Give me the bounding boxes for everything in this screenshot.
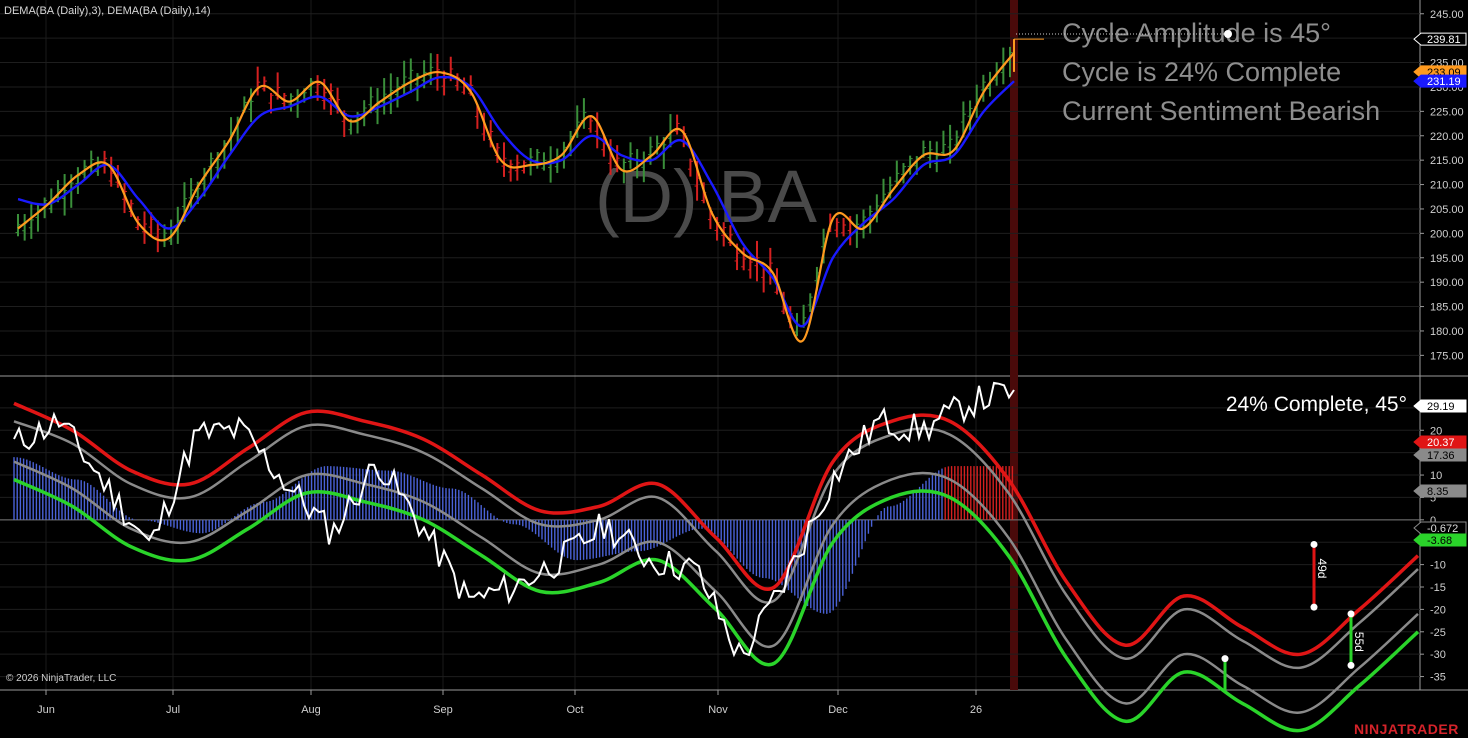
oscillator-tick-label: 0 (1430, 515, 1436, 527)
month-label: Aug (301, 704, 321, 716)
month-label: 26 (970, 704, 982, 716)
oscillator-tag: 8.35 (1413, 484, 1467, 498)
band-lower-green (13, 477, 1420, 733)
projection-point (1310, 603, 1318, 611)
price-tick-label: 210.00 (1430, 180, 1464, 192)
oscillator-tag-label: -3.68 (1427, 535, 1452, 547)
projection-marks: 49d 55d (1221, 540, 1366, 690)
price-grid (0, 13, 1420, 356)
price-tick-label: 220.00 (1430, 131, 1464, 143)
projection-point (1347, 610, 1355, 618)
cursor-band (1010, 0, 1018, 690)
oscillator-tag-shape (1413, 484, 1467, 498)
price-tick-label: 225.00 (1430, 106, 1464, 118)
price-tick-label: 185.00 (1430, 302, 1464, 314)
price-tag-shape (1413, 74, 1467, 88)
oscillator-tag: -0.672 (1413, 521, 1467, 535)
price-tick-label: 205.00 (1430, 204, 1464, 216)
price-tag: 239.81 (1413, 32, 1467, 46)
projection-point (1221, 655, 1229, 663)
oscillator-tag: 17.36 (1413, 448, 1467, 462)
oscillator-grid (0, 407, 1420, 678)
oscillator-tag-shape (1413, 521, 1467, 535)
month-label: Oct (566, 704, 583, 716)
price-tick-label: 195.00 (1430, 253, 1464, 265)
cycle-histogram (13, 457, 1014, 614)
price-tick-label: 190.00 (1430, 277, 1464, 289)
oscillator-tick-label: -25 (1430, 627, 1446, 639)
oscillator-axis: -35-30-25-20-15-10-50510152025 (1420, 403, 1446, 684)
oscillator-line (13, 381, 1015, 658)
vertical-grid (45, 0, 977, 690)
info-box: Cycle Amplitude is 45° Cycle is 24% Comp… (1062, 18, 1380, 126)
info-line-amplitude: Cycle Amplitude is 45° (1062, 18, 1331, 48)
time-axis: Jun Jul Aug Sep Oct Nov Dec 26 (37, 690, 982, 716)
projection-label-49d: 49d (1315, 558, 1329, 578)
oscillator-tick-label: -30 (1430, 649, 1446, 661)
oscillator-tag-label: -0.672 (1427, 523, 1458, 535)
oscillator-tag-shape (1413, 435, 1467, 449)
price-tick-label: 215.00 (1430, 155, 1464, 167)
oscillator-tick-label: 5 (1430, 492, 1436, 504)
oscillator-tag: 29.19 (1413, 399, 1467, 413)
projection-point (1310, 540, 1318, 548)
month-label: Nov (708, 704, 728, 716)
band-lower-gray (13, 460, 1419, 714)
price-tag: 231.19 (1413, 74, 1467, 88)
oscillator-tag: 20.37 (1413, 435, 1467, 449)
price-tag-shape (1413, 32, 1467, 46)
price-tick-label: 175.00 (1430, 350, 1464, 362)
oscillator-tag-shape (1413, 448, 1467, 462)
oscillator-tag: -3.68 (1413, 533, 1467, 547)
month-label: Jul (166, 704, 180, 716)
oscillator-tick-label: 20 (1430, 425, 1442, 437)
oscillator-tag-label: 29.19 (1427, 401, 1455, 413)
month-label: Dec (828, 704, 848, 716)
indicator-label: DEMA(BA (Daily),3), DEMA(BA (Daily),14) (4, 5, 211, 17)
oscillator-tick-label: -10 (1430, 560, 1446, 572)
dema-fast-line (17, 52, 1015, 343)
oscillator-tick-label: 10 (1430, 470, 1442, 482)
cycle-marker (1224, 30, 1232, 38)
brand-logo: NINJATRADER (1354, 721, 1459, 737)
oscillator-tag-label: 8.35 (1427, 486, 1448, 498)
info-line-sentiment: Current Sentiment Bearish (1062, 96, 1380, 126)
month-label: Sep (433, 704, 453, 716)
price-tick-label: 200.00 (1430, 228, 1464, 240)
projection-point (1347, 661, 1355, 669)
price-tick-label: 245.00 (1430, 9, 1464, 21)
month-label: Jun (37, 704, 55, 716)
price-tag-label: 239.81 (1427, 34, 1461, 46)
projection-label-55d: 55d (1352, 632, 1366, 652)
band-upper-gray (13, 420, 1419, 670)
price-axis: 175.00 180.00 185.00 190.00 195.00 200.00 205.… (1420, 9, 1464, 362)
copyright: © 2026 NinjaTrader, LLC (6, 673, 116, 684)
price-tick-label: 180.00 (1430, 326, 1464, 338)
oscillator-tag-shape (1413, 399, 1467, 413)
oscillator-tag-shape (1413, 533, 1467, 547)
oscillator-tick-label: -35 (1430, 672, 1446, 684)
oscillator-tick-label: -20 (1430, 604, 1446, 616)
price-tag-label: 231.19 (1427, 76, 1461, 88)
dema-slow-line (17, 75, 1015, 328)
oscillator-tick-label: -15 (1430, 582, 1446, 594)
oscillator-tag-label: 20.37 (1427, 437, 1455, 449)
price-bars (15, 38, 1044, 337)
oscillator-tag-label: 17.36 (1427, 450, 1455, 462)
status-text: 24% Complete, 45° (1226, 393, 1407, 416)
info-line-complete: Cycle is 24% Complete (1062, 57, 1341, 87)
